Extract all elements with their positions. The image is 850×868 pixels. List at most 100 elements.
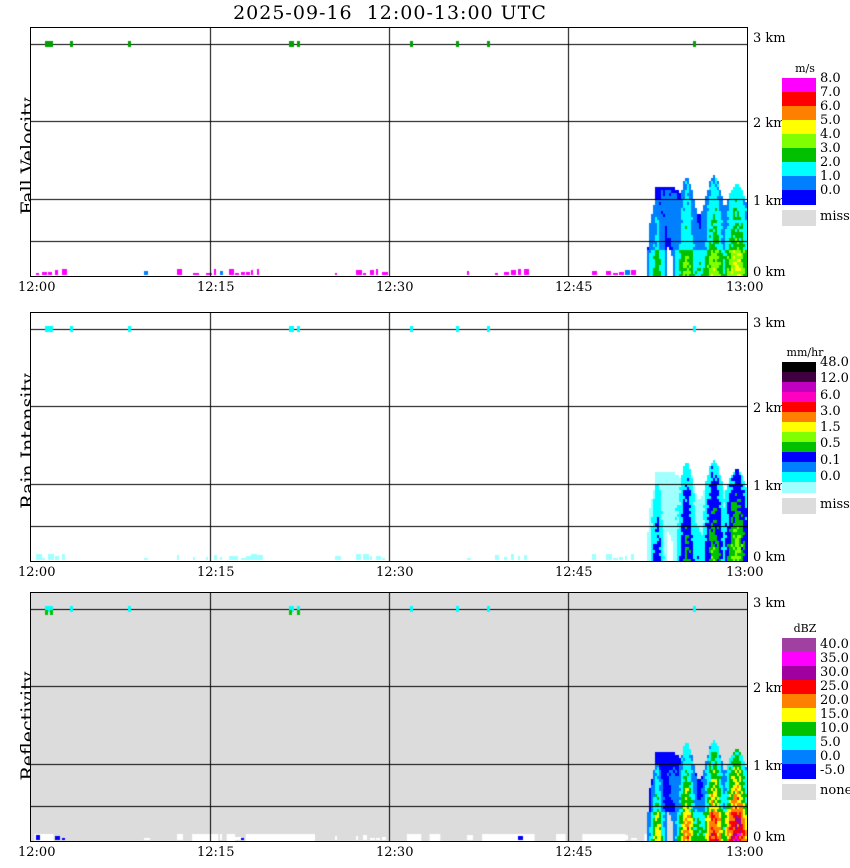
- colorbar-segment: [782, 652, 816, 667]
- colorbar-reflectivity-miss-swatch: [782, 784, 816, 800]
- colorbar-segment: [782, 764, 816, 779]
- panel-fall-velocity-xtick-1: 12:15: [197, 280, 235, 295]
- colorbar-segment: [782, 392, 816, 403]
- colorbar-segment: [782, 382, 816, 393]
- panel-rain-intensity-ytick-0km: 0 km: [753, 550, 786, 565]
- panel-fall-velocity-xtick-4: 13:00: [726, 280, 764, 295]
- panel-fall-velocity-ytick-3km: 3 km: [753, 31, 786, 46]
- panel-rain-intensity-ytick-3km: 3 km: [753, 316, 786, 331]
- panel-reflectivity-xtick-4: 13:00: [726, 845, 764, 860]
- colorbar-segment: [782, 402, 816, 413]
- colorbar-tick-label: 1.5: [820, 420, 841, 435]
- colorbar-tick-label: 1.0: [820, 169, 841, 184]
- colorbar-segment: [782, 638, 816, 653]
- panel-fall-velocity-ytick-0km: 0 km: [753, 265, 786, 280]
- panel-rain-intensity-ytick-2km: 2 km: [753, 401, 786, 416]
- colorbar-segment: [782, 708, 816, 723]
- rain-intensity-data-canvas: [31, 313, 747, 561]
- colorbar-tick-label: 48.0: [820, 355, 849, 370]
- panel-rain-intensity-xtick-2: 12:30: [376, 565, 414, 580]
- colorbar-tick-label: 15.0: [820, 707, 849, 722]
- colorbar-segment: [782, 422, 816, 433]
- colorbar-tick-label: 0.0: [820, 749, 841, 764]
- colorbar-rain-intensity-bar: [782, 362, 816, 493]
- panel-rain-intensity-xtick-3: 12:45: [555, 565, 593, 580]
- colorbar-tick-label: 7.0: [820, 85, 841, 100]
- panel-reflectivity-ytick-3km: 3 km: [753, 596, 786, 611]
- colorbar-segment: [782, 462, 816, 473]
- colorbar-tick-label: 5.0: [820, 735, 841, 750]
- colorbar-tick-label: 10.0: [820, 721, 849, 736]
- colorbar-reflectivity-units: dBZ: [793, 622, 817, 635]
- colorbar-segment: [782, 148, 816, 163]
- colorbar-segment: [782, 750, 816, 765]
- colorbar-segment: [782, 680, 816, 695]
- colorbar-tick-label: 5.0: [820, 113, 841, 128]
- colorbar-tick-label: 8.0: [820, 71, 841, 86]
- panel-reflectivity-xtick-2: 12:30: [376, 845, 414, 860]
- colorbar-segment: [782, 472, 816, 483]
- colorbar-segment: [782, 482, 816, 493]
- colorbar-rain-intensity-miss-label: miss: [820, 497, 850, 512]
- panel-reflectivity-xtick-0: 12:00: [18, 845, 56, 860]
- colorbar-tick-label: 25.0: [820, 679, 849, 694]
- panel-reflectivity-ytick-0km: 0 km: [753, 830, 786, 845]
- colorbar-segment: [782, 694, 816, 709]
- colorbar-tick-label: 3.0: [820, 403, 841, 419]
- colorbar-rain-intensity-miss-swatch: [782, 498, 816, 514]
- colorbar-segment: [782, 162, 816, 177]
- colorbar-tick-label: 6.0: [820, 387, 841, 403]
- colorbar-tick-label: 0.5: [820, 436, 841, 452]
- colorbar-segment: [782, 432, 816, 443]
- panel-fall-velocity-ytick-2km: 2 km: [753, 116, 786, 131]
- panel-reflectivity-xtick-3: 12:45: [555, 845, 593, 860]
- panel-reflectivity-xtick-1: 12:15: [197, 845, 235, 860]
- colorbar-segment: [782, 190, 816, 205]
- colorbar-tick-label: 30.0: [820, 665, 849, 680]
- colorbar-fall-velocity-miss-label: miss: [820, 209, 850, 224]
- panel-reflectivity-ytick-1km: 1 km: [753, 759, 786, 774]
- panel-fall-velocity-xtick-3: 12:45: [555, 280, 593, 295]
- colorbar-fall-velocity-units: m/s: [795, 62, 815, 75]
- colorbar-reflectivity-miss-label: none: [820, 783, 850, 798]
- colorbar-reflectivity-bar: [782, 638, 816, 779]
- colorbar-segment: [782, 176, 816, 191]
- panel-fall-velocity-ytick-1km: 1 km: [753, 194, 786, 209]
- colorbar-segment: [782, 442, 816, 453]
- panel-reflectivity-plot: [30, 592, 748, 842]
- panel-rain-intensity-xtick-0: 12:00: [18, 565, 56, 580]
- colorbar-tick-label: 0.0: [820, 468, 841, 484]
- colorbar-fall-velocity-bar: [782, 78, 816, 205]
- colorbar-segment: [782, 362, 816, 373]
- colorbar-tick-label: 0.1: [820, 452, 841, 468]
- colorbar-tick-label: 0.0: [820, 183, 841, 198]
- colorbar-tick-label: 40.0: [820, 637, 849, 652]
- panel-rain-intensity-ytick-1km: 1 km: [753, 479, 786, 494]
- colorbar-segment: [782, 452, 816, 463]
- colorbar-tick-label: 6.0: [820, 99, 841, 114]
- colorbar-segment: [782, 736, 816, 751]
- colorbar-tick-label: -5.0: [820, 763, 846, 778]
- colorbar-tick-label: 3.0: [820, 141, 841, 156]
- colorbar-segment: [782, 106, 816, 121]
- reflectivity-data-canvas: [31, 593, 747, 841]
- colorbar-tick-label: 4.0: [820, 127, 841, 142]
- panel-reflectivity-ytick-2km: 2 km: [753, 681, 786, 696]
- colorbar-segment: [782, 120, 816, 135]
- panel-rain-intensity-xtick-4: 13:00: [726, 565, 764, 580]
- colorbar-segment: [782, 372, 816, 383]
- colorbar-fall-velocity-miss-swatch: [782, 210, 816, 226]
- panel-fall-velocity-xtick-0: 12:00: [18, 280, 56, 295]
- colorbar-rain-intensity-units: mm/hr: [786, 346, 824, 359]
- colorbar-segment: [782, 722, 816, 737]
- colorbar-segment: [782, 92, 816, 107]
- panel-rain-intensity-xtick-1: 12:15: [197, 565, 235, 580]
- panel-fall-velocity-xtick-2: 12:30: [376, 280, 414, 295]
- colorbar-tick-label: 35.0: [820, 651, 849, 666]
- figure-title: 2025-09-16 12:00-13:00 UTC: [233, 2, 547, 24]
- fall-velocity-data-canvas: [31, 28, 747, 276]
- colorbar-tick-label: 20.0: [820, 693, 849, 708]
- colorbar-segment: [782, 78, 816, 93]
- colorbar-tick-label: 12.0: [820, 371, 849, 387]
- panel-rain-intensity-plot: [30, 312, 748, 562]
